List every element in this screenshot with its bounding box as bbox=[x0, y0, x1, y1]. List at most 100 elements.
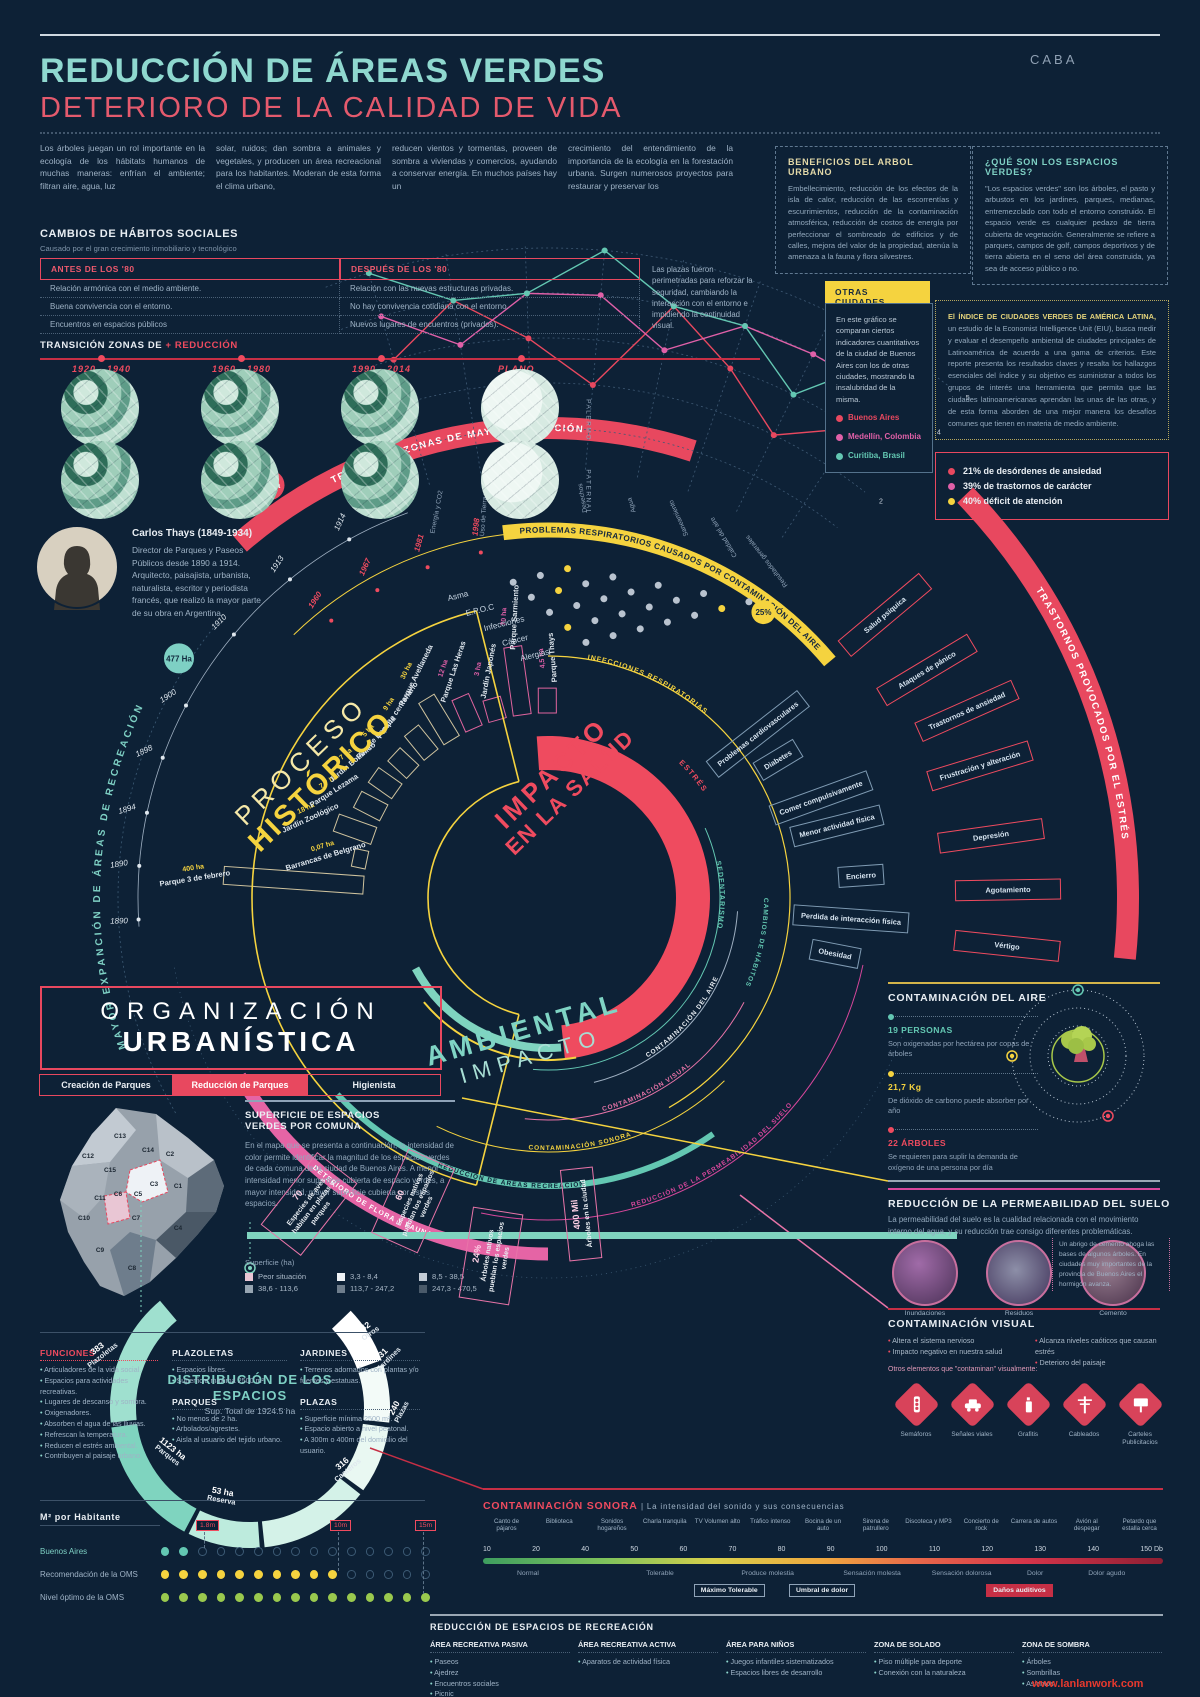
salud-stats-box: 21% de desórdenes de ansiedad 39% de tras… bbox=[935, 452, 1169, 520]
transicion-map-circle bbox=[341, 441, 419, 519]
recreacion-item: Juegos infantiles sistematizados bbox=[726, 1657, 866, 1668]
sonora-tag: Umbral de dolor bbox=[789, 1584, 856, 1597]
recreacion-column: ÁREA PARA NIÑOS Juegos infantiles sistema… bbox=[726, 1640, 866, 1697]
comuna-label: C10 bbox=[78, 1215, 90, 1222]
sonora-zone-label: Sensación molesta bbox=[843, 1570, 901, 1577]
distribucion-subtitle: Sup. Total de 1924.5 ha bbox=[204, 1406, 296, 1417]
transicion-map-circle bbox=[481, 441, 559, 519]
legend-swatch-icon bbox=[419, 1272, 427, 1281]
visual-bullet: • Alcanza niveles caóticos que causan es… bbox=[1035, 1336, 1157, 1356]
comuna-label: C2 bbox=[166, 1151, 175, 1158]
legend-swatch-icon bbox=[245, 1272, 253, 1281]
funciones-item: Articuladores de la vida social. bbox=[40, 1365, 158, 1376]
visual-rule bbox=[888, 1308, 1160, 1310]
legend-item: 38,6 - 113,6 bbox=[245, 1284, 333, 1293]
permeabilidad-rule1 bbox=[888, 1180, 1160, 1182]
timeline-dot-icon bbox=[378, 355, 385, 362]
funciones-list: FUNCIONES Articuladores de la vida socia… bbox=[40, 1348, 158, 1462]
m2-marker-line bbox=[338, 1532, 339, 1571]
park-bar bbox=[367, 766, 403, 800]
recreacion-item: Árboles bbox=[1022, 1657, 1162, 1668]
indice-lead: El ÍNDICE DE CIUDADES VERDES DE AMÉRICA … bbox=[948, 312, 1156, 321]
recreacion-column-title: ÁREA RECREATIVA PASIVA bbox=[430, 1640, 570, 1653]
legend-dot-icon bbox=[836, 433, 843, 441]
visual-icon-cell: Carteles Publicitacios bbox=[1114, 1381, 1166, 1446]
m2-heading: M² por Habitante bbox=[40, 1512, 160, 1526]
aire-rule bbox=[888, 982, 1160, 984]
visual-bullets-col1: • Altera el sistema nervioso • Impacto ne… bbox=[888, 1336, 1028, 1358]
sonora-db-value: 110 bbox=[928, 1546, 941, 1553]
sonora-source-label: Canto de pájaros bbox=[493, 1518, 520, 1533]
visual-icon-label: Carteles Publicitacios bbox=[1122, 1431, 1158, 1446]
park-bar bbox=[451, 692, 483, 733]
sonora-zone-label: Tolerable bbox=[646, 1570, 674, 1577]
recreacion-item: Paseos bbox=[430, 1657, 570, 1668]
recreacion-item: Picnic bbox=[430, 1689, 570, 1697]
radar-legend-item: Curitiba, Brasil bbox=[836, 450, 922, 462]
sonora-source-label: Carrera de autos bbox=[1010, 1518, 1058, 1525]
intro-col-3: reducen vientos y tormentas, proveen de … bbox=[392, 143, 557, 191]
habitos-table: ANTES DE LOS '80 DESPUÉS DE LOS '80 Rela… bbox=[40, 258, 640, 334]
sonora-db-value: 90 bbox=[826, 1546, 835, 1553]
tree-orbit-graphic bbox=[1006, 984, 1145, 1123]
recreacion-columns: ÁREA RECREATIVA PASIVA PaseosAjedrezEncue… bbox=[430, 1640, 1162, 1697]
sonora-db-row: 10 20 40 50 60 70 80 90 100 110 120 130 140 150 Db bbox=[483, 1546, 1163, 1553]
sonora-zone-label: Sensación dolorosa bbox=[931, 1570, 992, 1577]
radar-scale-tick: 5 bbox=[966, 395, 970, 402]
funciones-item: Absorben el agua de las lluvias. bbox=[40, 1419, 158, 1430]
visual-sub: Otros elementos que "contaminan" visualm… bbox=[888, 1366, 1038, 1373]
thays-bio: Director de Parques y Paseos Públicos de… bbox=[132, 545, 261, 619]
sonora-source-label: Biblioteca bbox=[545, 1518, 573, 1525]
sonora-db-value: 70 bbox=[728, 1546, 737, 1553]
funciones-item: Oxigenadores. bbox=[40, 1408, 158, 1419]
stat-item: 40% déficit de atención bbox=[948, 496, 1156, 506]
funciones-item: Refrescan la temperatura. bbox=[40, 1430, 158, 1441]
page-title: REDUCCIÓN DE ÁREAS VERDES bbox=[40, 52, 606, 90]
plazoletas-item: Superficie máxima 2500 m². bbox=[172, 1376, 287, 1387]
tab-reduccion-de-parques[interactable]: Reducción de Parques bbox=[173, 1074, 307, 1096]
salud-inner-box: Encierro bbox=[837, 863, 885, 889]
sonora-source-label: Charla tranquila bbox=[642, 1518, 687, 1525]
permeabilidad-circle: Cemento bbox=[1080, 1240, 1146, 1317]
jardines-list: JARDINES Terrenos adornados con plantas … bbox=[300, 1348, 420, 1457]
decorative-arc bbox=[532, 827, 721, 1071]
permeabilidad-body: La permeabilidad del suelo es la cualida… bbox=[888, 1215, 1139, 1236]
legend-item: 247,3 - 470,5 bbox=[419, 1284, 499, 1293]
plazoletas-heading: PLAZOLETAS bbox=[172, 1348, 287, 1361]
sonora-source-label: Bocina de un auto bbox=[804, 1518, 842, 1533]
decorative-arc bbox=[436, 1080, 725, 1153]
sonora-sub: La intensidad del sonido y sus consecuen… bbox=[646, 1502, 845, 1511]
funciones-item: Contribuyen al paisaje urbano. bbox=[40, 1451, 158, 1462]
respiratorio-badge: 25% bbox=[755, 608, 771, 617]
m2-marker: 10m bbox=[330, 1520, 352, 1531]
m2-marker: 1.8m bbox=[196, 1520, 220, 1531]
beneficios-heading: BENEFICIOS DEL ARBOL URBANO bbox=[788, 157, 914, 177]
legend-dot-icon bbox=[836, 414, 843, 422]
comunas-legend-grid: Peor situación 3,3 - 8,4 8,5 - 38,5 38,6 - … bbox=[245, 1272, 499, 1293]
recreacion-item: Piso múltiple para deporte bbox=[874, 1657, 1014, 1668]
plazas-item: Superficie mínima 2500 m². bbox=[300, 1414, 420, 1425]
tab-creacion-de-parques[interactable]: Creación de Parques bbox=[39, 1074, 173, 1096]
sonora-source-label: Sirena de patrullero bbox=[862, 1518, 890, 1533]
top-rule bbox=[40, 34, 1160, 36]
expansion-badge: 477 Ha bbox=[166, 654, 192, 663]
visual-bullet: • Deterioro del paisaje bbox=[1035, 1357, 1106, 1367]
stat-item: 21% de desórdenes de ansiedad bbox=[948, 466, 1156, 476]
sonora-db-value: 150 Db bbox=[1140, 1546, 1163, 1553]
habitos-cell: No hay convivencia cotidiana con el ento… bbox=[340, 298, 640, 316]
transicion-map-circle bbox=[201, 441, 279, 519]
organizacion-tabs: Creación de Parques Reducción de Parques… bbox=[39, 1074, 441, 1096]
sonora-db-value: 40 bbox=[581, 1546, 590, 1553]
comuna-label: C13 bbox=[114, 1133, 126, 1140]
park-bar bbox=[403, 724, 439, 762]
comuna-label: C15 bbox=[104, 1167, 116, 1174]
visual-icon-cell: Semáforos bbox=[890, 1381, 942, 1446]
tab-higienista[interactable]: Higienista bbox=[307, 1074, 441, 1096]
decorative-arc bbox=[335, 1092, 715, 1189]
sonora-db-value: 10 bbox=[483, 1546, 491, 1553]
recreacion-column-title: ZONA DE SOLADO bbox=[874, 1640, 1014, 1653]
organizacion-line1: ORGANIZACIÓN bbox=[100, 998, 382, 1025]
funciones-heading: FUNCIONES bbox=[40, 1348, 158, 1361]
legend-swatch-icon bbox=[337, 1284, 345, 1293]
panel-rule-bottom bbox=[40, 1500, 425, 1501]
